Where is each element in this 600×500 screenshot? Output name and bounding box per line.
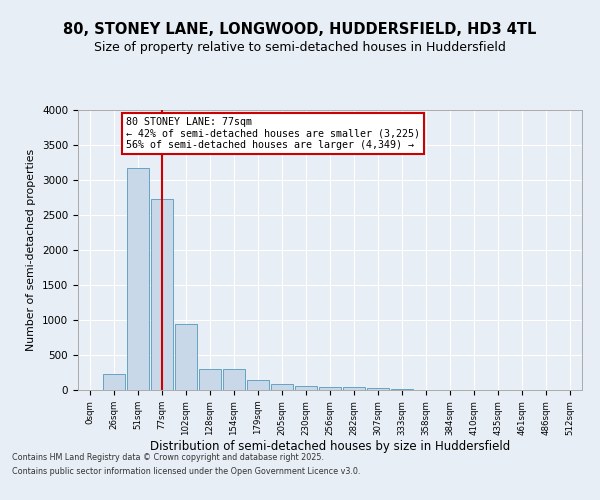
Bar	[175, 324, 197, 390]
X-axis label: Distribution of semi-detached houses by size in Huddersfield: Distribution of semi-detached houses by …	[150, 440, 510, 453]
Bar	[199, 369, 221, 390]
Bar	[319, 387, 341, 390]
Bar	[343, 388, 365, 390]
Text: 80 STONEY LANE: 77sqm
← 42% of semi-detached houses are smaller (3,225)
56% of s: 80 STONEY LANE: 77sqm ← 42% of semi-deta…	[126, 117, 420, 150]
Bar	[295, 386, 317, 390]
Bar	[223, 370, 245, 390]
Text: 80, STONEY LANE, LONGWOOD, HUDDERSFIELD, HD3 4TL: 80, STONEY LANE, LONGWOOD, HUDDERSFIELD,…	[64, 22, 536, 38]
Bar	[271, 384, 293, 390]
Text: Contains public sector information licensed under the Open Government Licence v3: Contains public sector information licen…	[12, 467, 361, 476]
Text: Contains HM Land Registry data © Crown copyright and database right 2025.: Contains HM Land Registry data © Crown c…	[12, 454, 324, 462]
Bar	[151, 199, 173, 390]
Bar	[367, 388, 389, 390]
Text: Size of property relative to semi-detached houses in Huddersfield: Size of property relative to semi-detach…	[94, 41, 506, 54]
Bar	[247, 380, 269, 390]
Bar	[127, 168, 149, 390]
Y-axis label: Number of semi-detached properties: Number of semi-detached properties	[26, 149, 37, 351]
Bar	[103, 374, 125, 390]
